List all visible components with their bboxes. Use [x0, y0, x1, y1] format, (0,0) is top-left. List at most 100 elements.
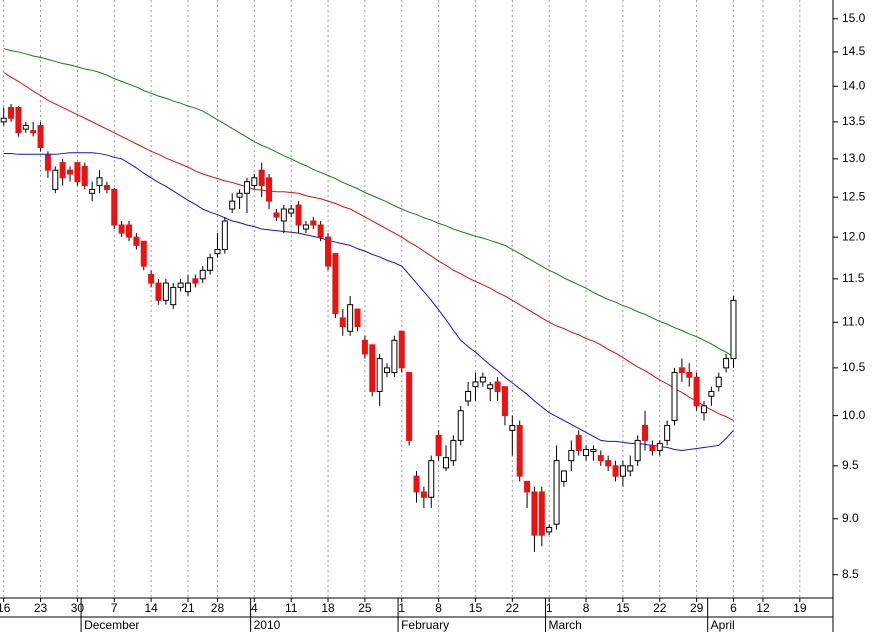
candle-body: [258, 169, 265, 187]
candle-body: [656, 442, 663, 451]
candle-body: [442, 457, 449, 469]
y-tick-label: 10.0: [842, 408, 866, 422]
candle-body: [369, 344, 376, 392]
y-tick-label: 14.0: [842, 78, 866, 92]
candle-body: [236, 192, 243, 198]
candle-body: [133, 236, 140, 246]
candle-body: [435, 434, 442, 457]
candle-body: [207, 257, 214, 271]
candle-body: [560, 470, 567, 482]
x-tick-label: 16: [0, 601, 11, 615]
y-tick-label: 9.0: [842, 511, 859, 525]
candle-body: [81, 165, 88, 187]
candle-body: [103, 185, 110, 190]
candle-body: [715, 376, 722, 388]
candle-body: [30, 130, 37, 134]
candle-body: [280, 208, 287, 222]
candle-body: [229, 200, 236, 210]
candle-body: [325, 236, 332, 267]
y-tick-label: 13.5: [842, 114, 866, 128]
y-tick-label: 9.5: [842, 458, 859, 472]
candle-body: [177, 282, 184, 288]
x-tick-label: 30: [71, 601, 85, 615]
x-tick-label: 14: [144, 601, 158, 615]
candle-body: [583, 448, 590, 457]
candle-body: [597, 455, 604, 462]
candle-body: [74, 162, 81, 183]
y-tick-label: 8.5: [842, 567, 859, 581]
candle-body: [627, 465, 634, 472]
candle-body: [700, 405, 707, 414]
x-tick-label: 15: [469, 601, 483, 615]
candle-body: [376, 358, 383, 392]
candle-body: [575, 434, 582, 451]
candle-body: [678, 367, 685, 374]
moving-average-line: [3, 152, 734, 451]
candle-body: [730, 299, 737, 360]
candle-body: [487, 384, 494, 390]
candle-body: [354, 308, 361, 328]
x-tick-label: 15: [616, 601, 630, 615]
candle-body: [214, 248, 221, 255]
candle-body: [317, 224, 324, 238]
candle-body: [162, 282, 169, 301]
candle-body: [398, 330, 405, 369]
candle-body: [465, 390, 472, 402]
month-label: April: [711, 618, 735, 632]
candle-body: [642, 424, 649, 441]
candle-body: [118, 224, 125, 234]
candle-body: [546, 526, 553, 533]
x-tick-label: 19: [793, 601, 807, 615]
candle-body: [184, 282, 191, 293]
candle-body: [391, 339, 398, 374]
x-tick-label: 11: [285, 601, 298, 615]
y-tick-label: 12.0: [842, 229, 866, 243]
candle-body: [686, 372, 693, 378]
x-tick-label: 8: [435, 601, 442, 615]
moving-average-line: [3, 71, 734, 421]
y-tick-label: 15.0: [842, 11, 866, 25]
x-tick-label: 1: [398, 601, 405, 615]
candle-body: [472, 381, 479, 388]
candle-body: [413, 475, 420, 493]
y-tick-label: 12.5: [842, 189, 866, 203]
x-tick-label: 7: [111, 601, 118, 615]
x-tick-label: 12: [756, 601, 770, 615]
month-label: December: [84, 618, 139, 632]
x-tick-label: 4: [251, 601, 258, 615]
candle-body: [524, 480, 531, 493]
x-tick-label: 1: [546, 601, 553, 615]
candle-body: [221, 220, 228, 250]
candle-body: [605, 460, 612, 467]
moving-average-line: [3, 48, 734, 358]
candle-body: [266, 177, 273, 202]
x-tick-label: 6: [730, 601, 737, 615]
candle-body: [199, 269, 206, 280]
candle-body: [302, 224, 309, 230]
candle-body: [96, 177, 103, 187]
y-tick-label: 10.5: [842, 360, 866, 374]
candle-body: [192, 278, 199, 284]
candle-body: [347, 304, 354, 332]
x-tick-label: 21: [181, 601, 195, 615]
x-tick-label: 28: [211, 601, 225, 615]
candle-body: [89, 188, 96, 194]
candle-body: [612, 465, 619, 477]
y-tick-label: 11.5: [842, 271, 865, 285]
candle-body: [538, 491, 545, 536]
candle-body: [553, 460, 560, 525]
candle-body: [590, 448, 597, 453]
candle-body: [361, 339, 368, 355]
candle-body: [126, 224, 133, 238]
candle-body: [516, 424, 523, 477]
candle-body: [332, 253, 339, 314]
candle-body: [111, 188, 118, 226]
candle-body: [140, 240, 147, 267]
candle-body: [450, 439, 457, 462]
x-tick-label: 18: [321, 601, 335, 615]
x-tick-label: 29: [690, 601, 704, 615]
x-tick-label: 25: [358, 601, 372, 615]
